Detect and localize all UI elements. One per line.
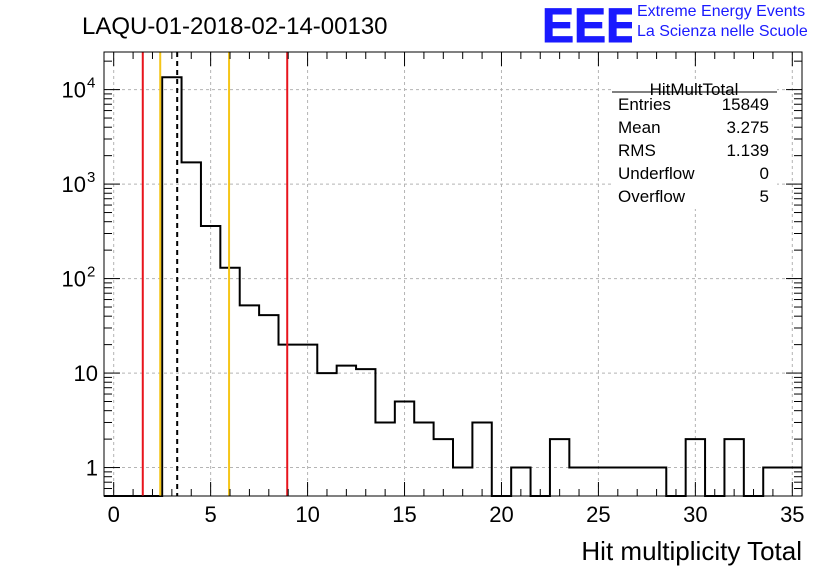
stats-label: Mean — [618, 118, 661, 137]
stats-box: HitMultTotal Entries 15849 Mean 3.275 RMS 1.1… — [611, 80, 777, 209]
histogram-bin — [337, 366, 356, 496]
stats-label: Entries — [618, 95, 671, 114]
y-tick-label: 10 — [62, 267, 86, 292]
x-tick-label: 25 — [586, 502, 610, 527]
x-tick-label: 20 — [489, 502, 513, 527]
plot-frame — [103, 51, 803, 497]
stats-value: 0 — [760, 164, 769, 183]
logo-line-2: La Scienza nelle Scuole — [637, 23, 808, 40]
x-tick-label: 35 — [780, 502, 804, 527]
histogram-bin — [395, 402, 414, 496]
histogram-bin — [240, 305, 259, 496]
stats-value: 3.275 — [726, 118, 769, 137]
histogram-bin — [434, 439, 453, 496]
logo-caption: Extreme Energy Events La Scienza nelle S… — [637, 2, 808, 42]
grid — [104, 52, 802, 496]
histogram-bin — [162, 77, 181, 496]
logo-letters: EEE — [542, 2, 632, 44]
histogram-bin — [724, 439, 743, 496]
stats-label: Overflow — [618, 187, 686, 206]
stats-value: 15849 — [722, 95, 769, 114]
histogram-bin — [414, 422, 433, 496]
histogram-bin — [550, 439, 569, 496]
y-tick-exponent: 2 — [87, 264, 95, 281]
stats-label: Underflow — [618, 164, 695, 183]
histogram-bin — [298, 345, 317, 496]
eee-logo: EEE — [542, 2, 632, 44]
y-tick-label: 1 — [86, 456, 98, 481]
histogram-bin — [472, 422, 491, 496]
stats-title: HitMultTotal — [650, 80, 739, 99]
run-title: LAQU-01-2018-02-14-00130 — [82, 13, 388, 40]
histogram-bin — [317, 373, 336, 496]
x-axis-label: Hit multiplicity Total — [581, 536, 802, 566]
stats-value: 5 — [760, 187, 769, 206]
y-tick-label: 10 — [62, 78, 86, 103]
logo-line-1: Extreme Energy Events — [637, 3, 806, 20]
x-tick-label: 10 — [295, 502, 319, 527]
histogram-bin — [201, 226, 220, 496]
stats-value: 1.139 — [726, 141, 769, 160]
x-tick-label: 15 — [392, 502, 416, 527]
y-tick-label: 10 — [74, 361, 98, 386]
histogram-bin — [375, 422, 394, 496]
histogram-bin — [182, 162, 201, 496]
x-tick-label: 5 — [205, 502, 217, 527]
y-tick-exponent: 4 — [87, 75, 95, 92]
histogram-bin — [259, 315, 278, 496]
x-tick-label: 0 — [108, 502, 120, 527]
stats-label: RMS — [618, 141, 656, 160]
y-tick-exponent: 3 — [87, 169, 95, 186]
marker-lines — [141, 52, 289, 496]
y-tick-label: 10 — [62, 172, 86, 197]
histogram-bin — [356, 369, 375, 496]
x-tick-label: 30 — [683, 502, 707, 527]
